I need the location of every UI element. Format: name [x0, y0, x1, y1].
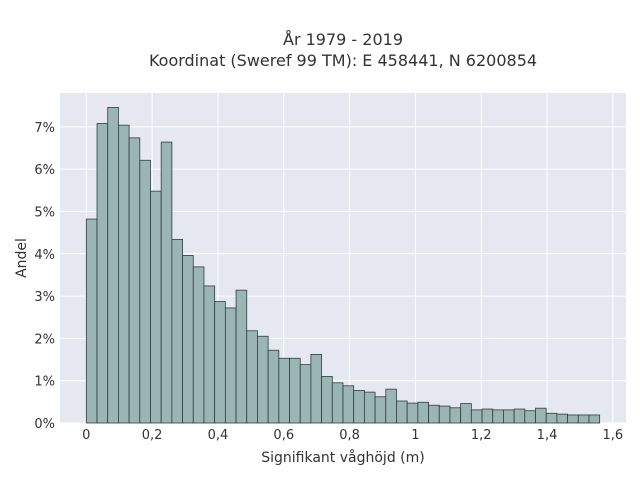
bar-41: [524, 410, 536, 424]
bar-1: [96, 123, 109, 424]
y-tick-label-4: 4%: [34, 248, 55, 263]
bar-21: [310, 354, 323, 424]
bar-37: [481, 408, 494, 424]
x-axis-ticks: 0 0,2 0,4 0,6 0,8 1 1,2 1,4 1,6: [82, 428, 623, 443]
bar-14: [235, 289, 248, 424]
bar-28: [385, 388, 397, 424]
bar-20: [299, 364, 312, 424]
bars: [85, 106, 601, 424]
x-tick-label-1: 0,2: [142, 428, 163, 443]
y-axis-ticks: 0% 1% 2% 3% 4% 5% 6% 7%: [34, 121, 55, 432]
bar-40: [513, 408, 526, 424]
bar-27: [374, 396, 387, 424]
x-tick-label-0: 0: [82, 428, 90, 443]
x-tick-label-7: 1,4: [537, 428, 558, 443]
bar-23: [331, 382, 344, 424]
bar-33: [438, 405, 451, 424]
y-tick-label-6: 6%: [34, 163, 55, 178]
bar-2: [107, 106, 119, 424]
bar-35: [460, 403, 472, 424]
bar-13: [224, 307, 237, 424]
bar-3: [118, 124, 130, 424]
x-tick-label-5: 1: [411, 428, 419, 443]
bar-30: [406, 402, 419, 424]
bar-7: [160, 141, 173, 424]
bar-42: [535, 407, 547, 424]
bar-12: [214, 301, 226, 424]
y-tick-label-3: 3%: [34, 290, 55, 305]
x-tick-label-3: 0,6: [273, 428, 294, 443]
bar-45: [567, 414, 579, 424]
y-tick-label-7: 7%: [34, 121, 55, 136]
bar-46: [577, 414, 590, 424]
x-tick-label-4: 0,8: [339, 428, 360, 443]
x-tick-label-6: 1,2: [471, 428, 492, 443]
bar-18: [278, 357, 290, 424]
bar-25: [353, 390, 365, 424]
bar-10: [192, 266, 205, 424]
y-axis-label: Andel: [14, 238, 30, 278]
bar-31: [417, 401, 429, 424]
bar-4: [128, 137, 141, 424]
bar-26: [363, 391, 376, 424]
bar-24: [342, 385, 355, 424]
bar-8: [171, 238, 183, 424]
bar-5: [139, 159, 151, 424]
bar-22: [321, 376, 333, 424]
bar-32: [428, 404, 440, 424]
bar-47: [588, 414, 601, 424]
bar-0: [85, 218, 98, 424]
chart-subtitle: Koordinat (Sweref 99 TM): E 458441, N 62…: [149, 51, 537, 70]
x-tick-label-2: 0,4: [208, 428, 229, 443]
bar-36: [470, 409, 483, 424]
bar-43: [545, 412, 558, 424]
y-tick-label-0: 0%: [34, 417, 55, 432]
y-tick-label-1: 1%: [34, 375, 55, 390]
bar-44: [556, 413, 568, 424]
bar-34: [449, 407, 462, 424]
chart-title: År 1979 - 2019: [283, 30, 403, 49]
bar-39: [503, 409, 515, 424]
y-tick-label-2: 2%: [34, 332, 55, 347]
y-tick-label-5: 5%: [34, 205, 55, 220]
bar-16: [257, 335, 269, 424]
bar-17: [267, 349, 280, 424]
x-tick-label-8: 1,6: [602, 428, 623, 443]
bar-29: [396, 400, 408, 424]
bar-6: [150, 190, 162, 424]
bar-19: [289, 357, 301, 424]
bar-38: [492, 409, 504, 424]
bar-15: [246, 330, 258, 424]
bar-11: [203, 285, 216, 424]
x-axis-label: Signifikant våghöjd (m): [261, 449, 424, 466]
bar-9: [182, 255, 194, 424]
